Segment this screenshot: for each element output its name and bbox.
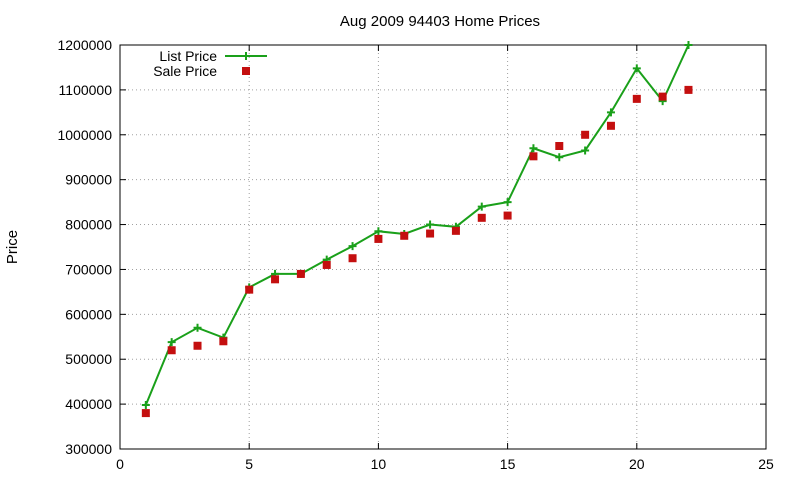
legend-label-list-price: List Price <box>159 48 217 64</box>
sale-price-point <box>141 409 150 418</box>
sale-price-point <box>400 231 409 240</box>
x-tick-label: 15 <box>500 456 516 472</box>
list-price-point <box>581 146 590 155</box>
sale-price-point <box>503 211 512 220</box>
sale-price-point <box>322 260 331 269</box>
sale-price-point <box>296 269 305 278</box>
y-axis-label: Price <box>4 230 21 264</box>
series <box>141 41 693 418</box>
legend-label-sale-price: Sale Price <box>153 63 217 79</box>
sale-price-point <box>245 285 254 294</box>
y-tick-label: 1000000 <box>57 127 112 143</box>
y-tick-label: 900000 <box>65 172 112 188</box>
sale-price-point <box>555 142 564 150</box>
sale-price-point <box>348 254 357 263</box>
y-tick-label: 800000 <box>65 217 112 233</box>
x-tick-label: 10 <box>371 456 387 472</box>
list-price-point <box>529 144 538 153</box>
x-tick-label: 25 <box>758 456 774 472</box>
y-tick-label: 400000 <box>65 396 112 412</box>
sale-price-point <box>426 229 435 238</box>
list-price-line <box>144 44 690 406</box>
list-price-point <box>348 242 357 251</box>
list-price-point <box>684 41 693 49</box>
list-price-point <box>477 202 486 211</box>
x-tick-label: 5 <box>245 456 253 472</box>
grid <box>120 45 766 449</box>
sale-price-point <box>581 130 590 139</box>
sale-price-point <box>632 94 641 103</box>
y-tick-label: 300000 <box>65 441 112 457</box>
y-tick-label: 500000 <box>65 351 112 367</box>
sale-price-point <box>606 121 615 130</box>
list-price-point <box>141 401 150 410</box>
y-tick-label: 1100000 <box>59 82 113 98</box>
sale-price-point <box>193 341 202 350</box>
sale-price-point <box>167 346 176 355</box>
sale-price-point <box>658 92 667 101</box>
x-tick-label: 20 <box>629 456 645 472</box>
list-price-point <box>426 220 435 229</box>
list-price-point <box>503 198 512 207</box>
list-price-point <box>193 323 202 332</box>
legend-marker-sale-price <box>242 67 250 75</box>
sale-price-point <box>529 152 538 161</box>
x-tick-label: 0 <box>116 456 124 472</box>
sale-price-point <box>374 234 383 243</box>
list-price-point <box>606 108 615 117</box>
axis-ticks: 0 5 10 15 20 25 300000 400000 500000 600000 700000… <box>57 37 774 472</box>
legend-marker-list-price <box>242 52 250 60</box>
list-price-point <box>555 153 564 162</box>
list-price-point <box>167 338 176 347</box>
list-price-point <box>632 64 641 73</box>
y-tick-label: 1200000 <box>57 37 112 53</box>
y-tick-label: 700000 <box>65 261 112 277</box>
sale-price-point <box>477 213 486 222</box>
sale-price-point <box>271 275 280 284</box>
sale-price-point <box>451 226 460 235</box>
y-tick-label: 600000 <box>65 306 112 322</box>
chart-title: Aug 2009 94403 Home Prices <box>340 13 540 30</box>
plot-frame <box>119 44 767 450</box>
list-price-point <box>374 227 383 236</box>
sale-price-point <box>219 337 228 346</box>
sale-price-point <box>684 85 693 94</box>
